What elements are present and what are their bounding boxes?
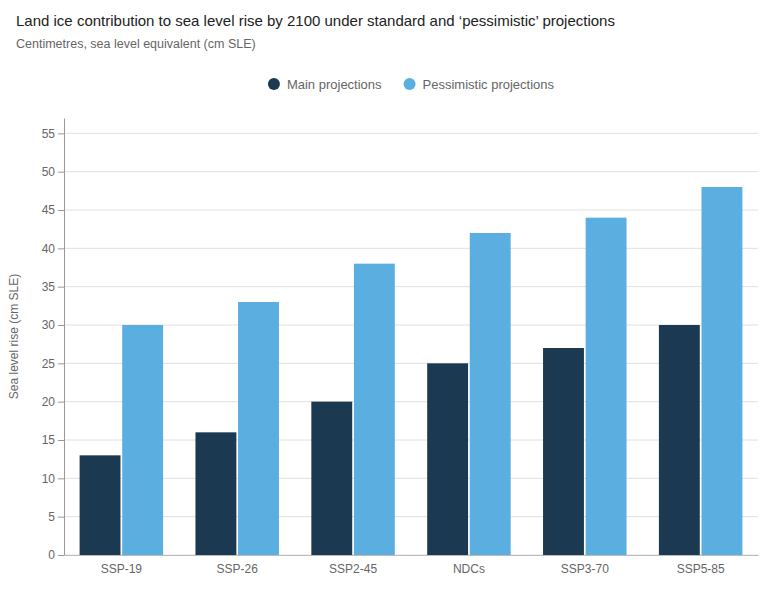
legend-label: Pessimistic projections [423,77,555,92]
bar [586,218,627,555]
grid-line [64,478,758,479]
y-tick: 10 [42,472,64,486]
legend-marker [404,78,416,90]
x-tick-label: SSP5-85 [677,562,725,576]
y-tick-mark [58,210,64,211]
y-tick: 30 [42,318,64,332]
bar [702,187,743,555]
chart-svg: Land ice contribution to sea level rise … [0,0,780,597]
y-tick: 50 [42,165,64,179]
y-tick: 0 [48,548,64,562]
y-tick-label: 50 [42,165,56,179]
grid-line [64,171,758,172]
grid-line [64,363,758,364]
bar [195,432,236,555]
bar-series [122,187,742,555]
grid-line [64,555,758,556]
bar [238,302,279,555]
legend-item: Pessimistic projections [404,77,555,92]
grid [64,133,758,555]
title: Land ice contribution to sea level rise … [16,12,615,29]
x-tick-label: SSP2-45 [329,562,377,576]
y-tick-mark [58,555,64,556]
y-tick: 20 [42,395,64,409]
y-tick: 5 [48,510,64,524]
y-tick-label: 20 [42,395,56,409]
y-axis-title: Sea level rise (cm SLE) [7,274,21,399]
y-tick-label: 40 [42,242,56,256]
y-tick: 15 [42,433,64,447]
bar [427,363,468,555]
bars [80,187,743,555]
legend-marker [268,78,280,90]
y-tick-mark [58,517,64,518]
y-tick-mark [58,287,64,288]
grid-line [64,286,758,287]
x-tick: SSP3-70 [561,562,609,576]
y-tick-label: 15 [42,433,56,447]
grid-line [64,325,758,326]
y-tick-mark [58,440,64,441]
bar [659,325,700,555]
y-tick-mark [58,478,64,479]
x-axis: SSP-19 SSP-26 SSP2-45 NDCs SSP3-70 SSP5-85 [65,556,759,576]
grid-line [64,440,758,441]
y-tick-mark [58,402,64,403]
legend-item: Main projections [268,77,382,92]
y-tick: 55 [42,127,64,141]
x-axis-line [65,555,759,556]
subtitle: Centimetres, sea level equivalent (cm SL… [16,37,256,51]
bar [311,402,352,555]
y-tick-label: 55 [42,127,56,141]
y-tick: 45 [42,203,64,217]
bar [470,233,511,555]
x-tick: SSP2-45 [329,562,377,576]
x-tick: SSP5-85 [677,562,725,576]
y-tick: 35 [42,280,64,294]
grid-line [64,210,758,211]
legend: Main projections Pessimistic projections [268,77,555,92]
x-tick-label: SSP-26 [217,562,259,576]
grid-line [64,516,758,517]
plot-area: 0 5 10 15 20 25 30 35 40 45 50 55 SSP-19 SSP-26 SSP2-4… [42,119,759,576]
y-tick-mark [58,133,64,134]
x-tick: SSP-26 [217,562,259,576]
y-tick-mark [58,248,64,249]
grid-line [64,401,758,402]
y-axis-line [64,119,65,556]
legend-label: Main projections [287,77,382,92]
y-tick-label: 10 [42,472,56,486]
y-tick-mark [58,363,64,364]
y-tick-label: 30 [42,318,56,332]
y-tick-label: 35 [42,280,56,294]
grid-line [64,133,758,134]
x-tick-label: SSP-19 [101,562,143,576]
y-tick-mark [58,325,64,326]
x-tick-label: SSP3-70 [561,562,609,576]
y-tick-label: 45 [42,203,56,217]
y-tick-mark [58,172,64,173]
x-tick: NDCs [453,562,485,576]
bar [122,325,163,555]
x-tick: SSP-19 [101,562,143,576]
y-tick: 40 [42,242,64,256]
chart-container: Land ice contribution to sea level rise … [0,0,780,597]
y-tick-label: 0 [48,548,55,562]
bar [354,264,395,555]
y-tick: 25 [42,357,64,371]
grid-line [64,248,758,249]
bar [543,348,584,555]
y-tick-label: 5 [48,510,55,524]
bar [80,455,121,555]
y-tick-label: 25 [42,357,56,371]
y-axis: 0 5 10 15 20 25 30 35 40 45 50 55 [42,119,65,563]
x-tick-label: NDCs [453,562,485,576]
